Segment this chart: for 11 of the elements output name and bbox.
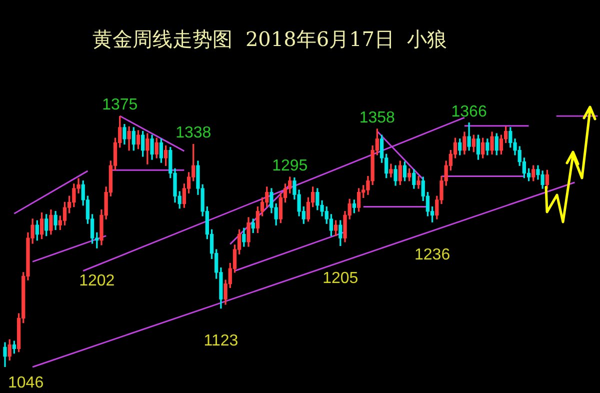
- annotation: 1338: [176, 124, 212, 142]
- annotation: 1375: [102, 96, 138, 114]
- chart-title: 黄金周线走势图 2018年6月17日 小狼: [92, 26, 448, 53]
- annotation: 1123: [204, 332, 238, 350]
- annotation: 1236: [414, 246, 450, 264]
- text: 1046: [8, 374, 44, 392]
- annotation: 1202: [79, 272, 115, 290]
- annotation: 1358: [359, 109, 396, 126]
- annotation: 1205: [322, 270, 358, 288]
- annotation: 1295: [272, 157, 308, 174]
- annotation: 1366: [451, 103, 487, 120]
